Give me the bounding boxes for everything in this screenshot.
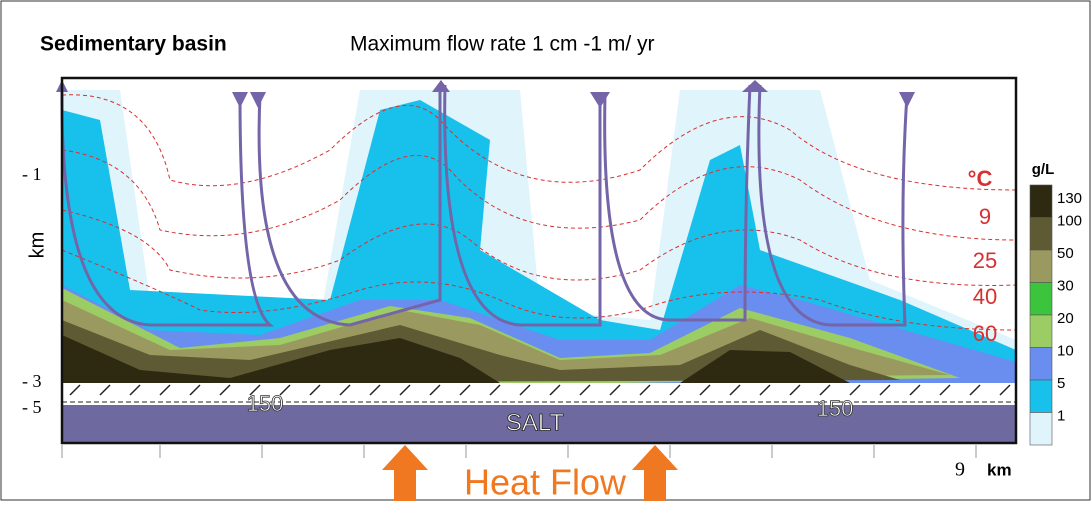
legend-label: 5 bbox=[1057, 375, 1065, 392]
depth-label: - 3 bbox=[22, 371, 42, 391]
isotherm-label: 25 bbox=[973, 248, 997, 273]
isotherm-label: 9 bbox=[979, 204, 991, 229]
legend-label: 20 bbox=[1057, 310, 1074, 327]
depth-label: - 1 bbox=[22, 164, 42, 184]
title: Sedimentary basin bbox=[40, 33, 227, 56]
salt-label: SALT bbox=[506, 409, 565, 436]
legend-swatch bbox=[1030, 413, 1052, 446]
depth-label: - 5 bbox=[22, 397, 42, 417]
legend-swatch bbox=[1030, 315, 1052, 348]
salt-isotherm: 150 bbox=[817, 396, 854, 421]
legend-swatch bbox=[1030, 185, 1052, 218]
legend-swatch bbox=[1030, 283, 1052, 316]
distance-unit: km bbox=[987, 460, 1012, 479]
legend-label: 100 bbox=[1057, 212, 1082, 229]
depth-unit: km bbox=[26, 232, 48, 259]
subtitle: Maximum flow rate 1 cm -1 m/ yr bbox=[350, 33, 655, 56]
heat-flow-label: Heat Flow bbox=[464, 462, 627, 501]
isotherm-label: 60 bbox=[973, 321, 997, 346]
legend-swatch bbox=[1030, 218, 1052, 251]
legend-label: 50 bbox=[1057, 245, 1074, 262]
isotherm-label: 40 bbox=[973, 284, 997, 309]
legend-swatch bbox=[1030, 250, 1052, 283]
section bbox=[56, 78, 1016, 443]
distance-label: 9 bbox=[955, 459, 965, 481]
legend-swatch bbox=[1030, 380, 1052, 413]
legend-label: 10 bbox=[1057, 342, 1074, 359]
legend-label: 30 bbox=[1057, 277, 1074, 294]
isotherm-unit: °C bbox=[968, 166, 993, 191]
legend-swatch bbox=[1030, 348, 1052, 381]
legend-label: 130 bbox=[1057, 190, 1082, 207]
diagram: Sedimentary basin Maximum flow rate 1 cm… bbox=[0, 0, 1091, 501]
legend-title: g/L bbox=[1032, 161, 1055, 178]
legend-label: 1 bbox=[1057, 407, 1065, 424]
salt-isotherm: 150 bbox=[247, 391, 284, 416]
